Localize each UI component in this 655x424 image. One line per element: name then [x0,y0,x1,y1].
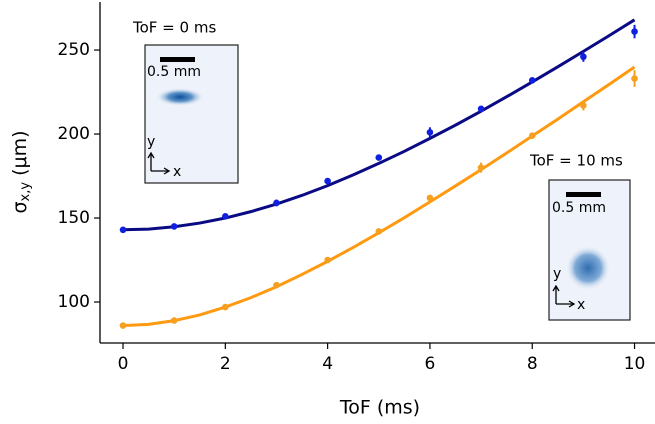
scale-bar [566,192,601,197]
data-point [273,199,280,207]
data-point [631,75,638,82]
inset-1: ToF = 10 ms 0.5 mm y x [529,152,631,321]
data-point [222,303,229,311]
data-point [528,132,536,140]
y-tick-label: 100 [58,292,90,312]
data-point [426,129,434,136]
axis-arrows [147,151,171,175]
data-point [119,322,127,329]
data-point [477,105,485,113]
inset-title: ToF = 10 ms [529,152,623,170]
data-point [375,228,383,235]
inset-title: ToF = 0 ms [132,19,216,37]
y-tick-label: 250 [58,40,90,60]
data-point [426,194,434,202]
scale-bar [160,57,195,62]
data-point [273,281,280,289]
y-axis-label: σx,y (μm) [9,131,33,214]
plot-area: 100 150 200 250 0 2 4 6 8 10 [58,2,655,374]
y-tick-label: 200 [58,124,90,144]
axis-y-label: y [147,134,155,150]
axis-x-label: x [577,297,585,313]
x-axis-label: ToF (ms) [339,397,420,419]
x-tick-label: 2 [220,354,231,374]
axis-x-label: x [173,164,181,180]
scale-label: 0.5 mm [552,200,606,216]
inset-0: ToF = 0 ms 0.5 mm y x [132,19,239,184]
data-point [528,76,536,84]
data-point [170,317,178,324]
x-tick-label: 0 [118,354,129,374]
x-tick-label: 10 [624,354,646,374]
data-point [375,154,383,161]
fit-line [122,18,636,232]
data-point [580,53,587,61]
data-point [477,164,485,171]
data-point [631,28,638,35]
data-point [119,226,127,234]
axis-y-label: y [553,266,561,282]
cloud-image [566,246,610,290]
data-point [170,223,178,230]
y-label-subscript: x,y [18,182,33,202]
inset-frame [144,44,239,184]
data-point [580,102,587,109]
data-point [324,256,331,264]
cloud-image [156,88,204,106]
y-label-symbol: σ [9,201,31,213]
x-tick-label: 8 [527,354,538,374]
y-tick-label: 150 [58,208,90,228]
x-tick-label: 4 [322,354,333,374]
axis-arrows [552,284,576,308]
data-point [222,213,229,220]
data-point [324,177,331,185]
x-tick-label: 6 [425,354,436,374]
y-label-unit: (μm) [9,131,31,176]
scale-label: 0.5 mm [147,64,201,80]
